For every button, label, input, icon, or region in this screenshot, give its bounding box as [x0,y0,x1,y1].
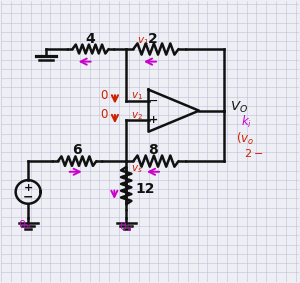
Text: 0: 0 [100,89,108,102]
Text: 0: 0 [100,108,108,121]
Text: $(v_o$: $(v_o$ [236,131,254,147]
Text: 6: 6 [72,143,82,157]
Text: $k_i$: $k_i$ [241,114,252,130]
Text: $V_O$: $V_O$ [230,100,248,115]
Text: 2: 2 [148,32,158,46]
Text: $0_v$: $0_v$ [18,219,32,232]
Text: 8: 8 [148,143,158,157]
Text: $2-$: $2-$ [244,147,263,159]
Text: +: + [23,183,33,193]
Text: +: + [149,115,158,125]
Text: $v_2$: $v_2$ [131,110,143,122]
Text: 4: 4 [86,32,95,46]
Text: $0_v$: $0_v$ [119,220,133,234]
Text: $v_s$: $v_s$ [131,163,142,175]
Text: $v_1$: $v_1$ [136,35,149,47]
Text: −: − [149,96,159,106]
Text: −: − [23,190,33,203]
Text: $v_1$: $v_1$ [131,90,143,102]
Text: 12: 12 [136,182,155,196]
